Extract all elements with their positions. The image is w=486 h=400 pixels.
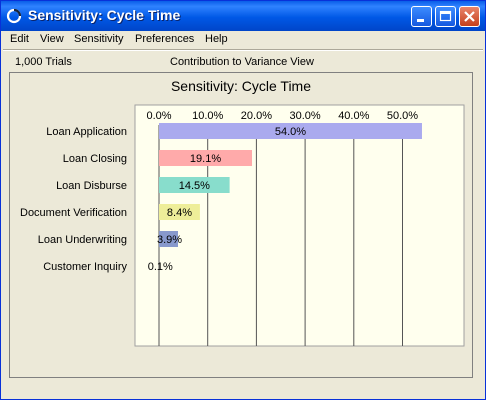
close-button[interactable]	[459, 6, 480, 27]
x-tick-label: 30.0%	[289, 110, 320, 122]
data-label: 14.5%	[179, 180, 210, 192]
bar	[159, 150, 253, 166]
trials-count: 1,000 Trials	[15, 56, 72, 68]
x-tick-label: 10.0%	[192, 110, 223, 122]
minimize-icon	[417, 19, 424, 22]
category-label: Loan Disburse	[56, 180, 127, 192]
chart-panel: Sensitivity: Cycle Time 0.0% 10.0% 20.0% 30…	[9, 72, 473, 378]
chart-title: Sensitivity: Cycle Time	[170, 78, 312, 94]
maximize-icon	[439, 10, 452, 22]
category-label: Loan Underwriting	[38, 234, 127, 246]
window-title: Sensitivity: Cycle Time	[28, 7, 181, 23]
menu-view[interactable]: View	[40, 33, 64, 45]
data-label: 8.4%	[167, 207, 192, 219]
menu-edit[interactable]: Edit	[10, 33, 29, 45]
data-label: 0.1%	[148, 261, 173, 273]
view-name: Contribution to Variance View	[170, 56, 314, 68]
info-bar: 1,000 Trials Contribution to Variance Vi…	[1, 51, 485, 71]
status-bar	[9, 381, 473, 395]
category-label: Loan Application	[46, 126, 127, 138]
category-label: Loan Closing	[63, 153, 127, 165]
bar	[159, 204, 200, 220]
menu-sensitivity[interactable]: Sensitivity	[74, 33, 124, 45]
app-icon	[6, 8, 22, 24]
maximize-button[interactable]	[435, 6, 456, 27]
menu-help[interactable]: Help	[205, 33, 228, 45]
x-tick-label: 40.0%	[338, 110, 369, 122]
data-label: 54.0%	[275, 126, 306, 138]
bar	[159, 177, 230, 193]
x-tick-label: 20.0%	[241, 110, 272, 122]
sensitivity-chart: 0.0% 10.0% 20.0% 30.0% 40.0% 50.0% Loan Applic…	[20, 104, 465, 347]
category-label: Customer Inquiry	[43, 261, 127, 273]
x-tick-label: 0.0%	[146, 110, 171, 122]
menu-preferences[interactable]: Preferences	[135, 33, 195, 45]
title-bar[interactable]: Sensitivity: Cycle Time	[1, 1, 485, 31]
data-label: 3.9%	[157, 234, 182, 246]
x-tick-label: 50.0%	[387, 110, 418, 122]
plot-area	[134, 104, 465, 347]
bar	[159, 123, 422, 139]
menu-bar: Edit View Sensitivity Preferences Help	[1, 31, 485, 49]
bar	[159, 231, 178, 247]
data-label: 19.1%	[190, 153, 221, 165]
category-label: Document Verification	[20, 207, 127, 219]
close-icon	[464, 11, 475, 22]
minimize-button[interactable]	[411, 6, 432, 27]
menu-separator	[3, 49, 483, 51]
